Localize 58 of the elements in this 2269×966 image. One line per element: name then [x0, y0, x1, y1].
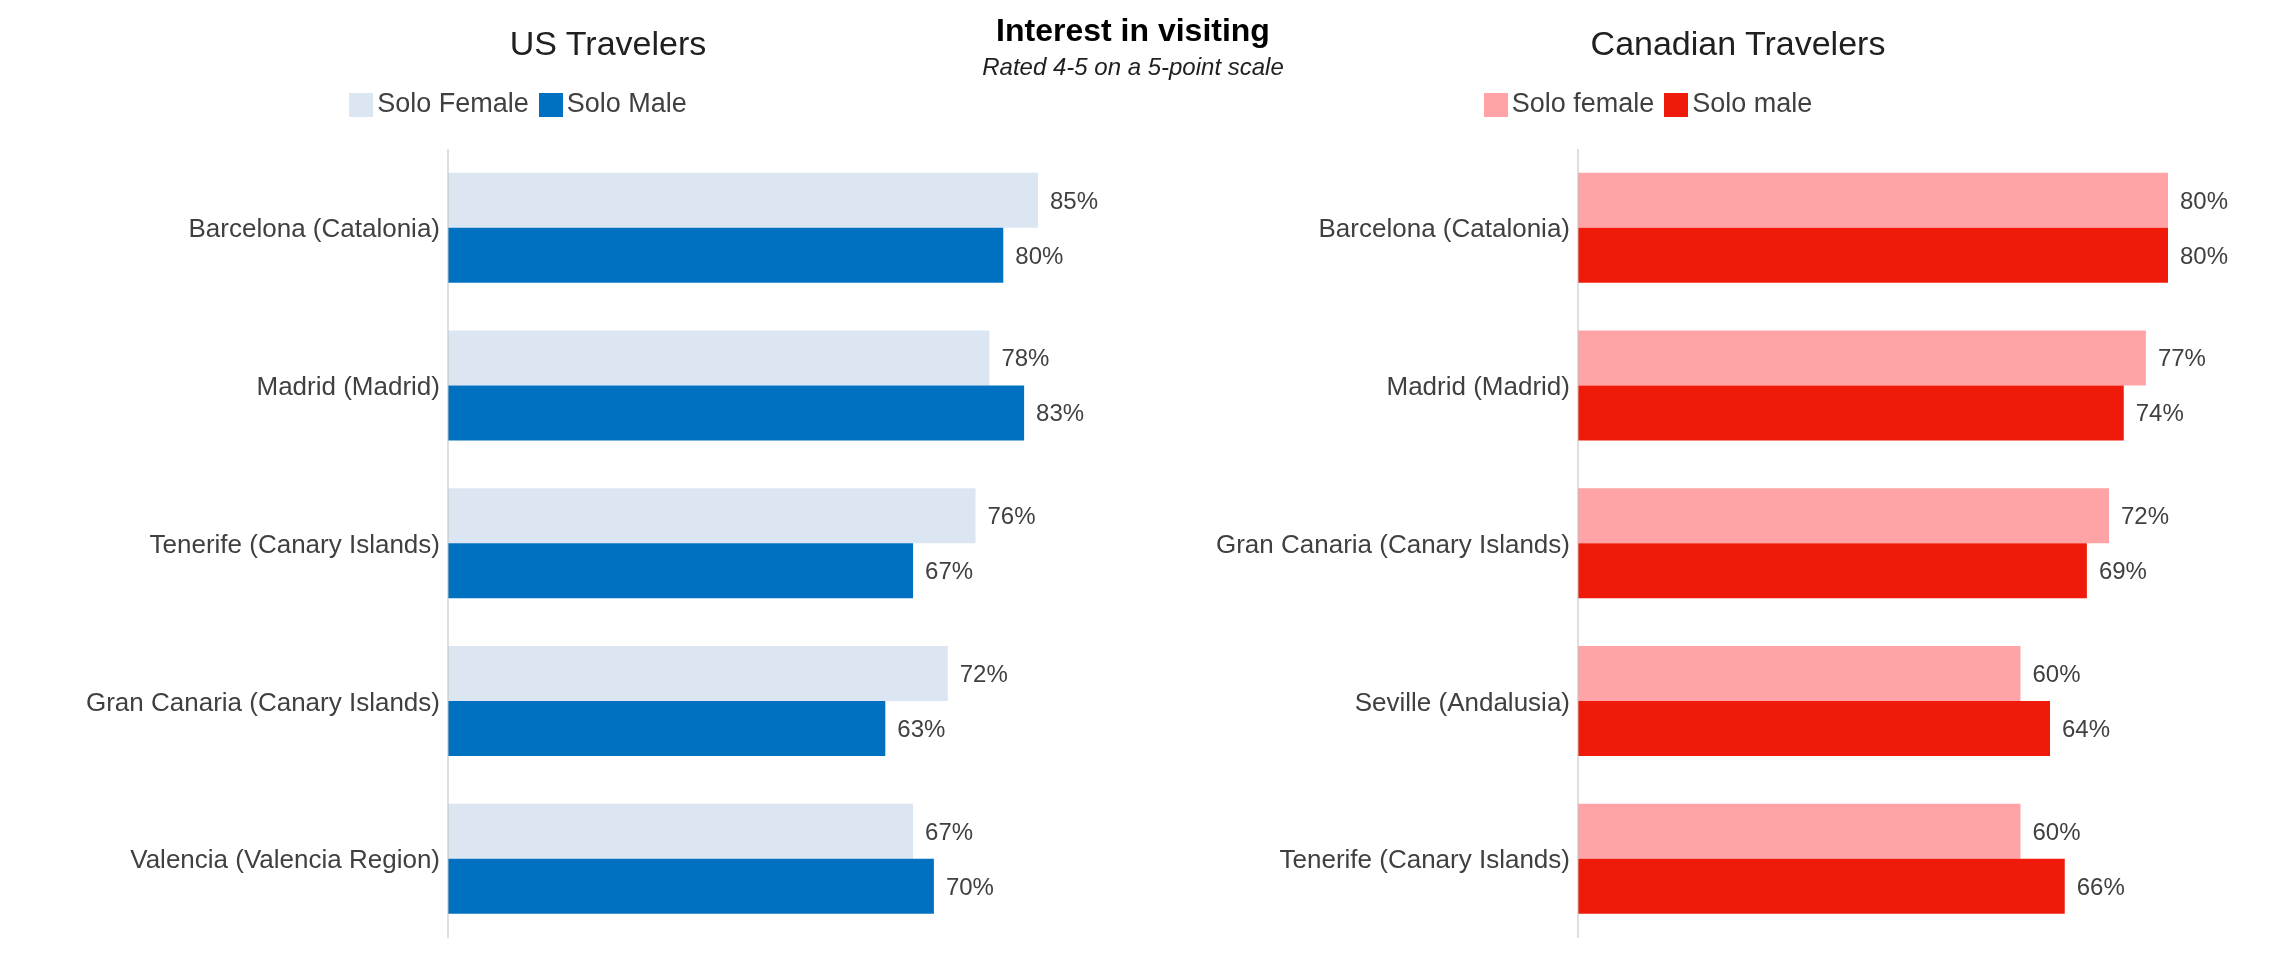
- bar: [1578, 172, 2168, 228]
- data-label: 72%: [2121, 502, 2170, 530]
- bar: [448, 227, 1004, 283]
- y-tick-label: Gran Canaria (Canary Islands): [85, 686, 440, 717]
- bar: [448, 701, 886, 757]
- bar: [448, 385, 1025, 441]
- legend-label: Solo female: [1511, 88, 1655, 118]
- bar: [448, 330, 990, 386]
- data-label: 83%: [1036, 399, 1085, 427]
- data-label: 76%: [987, 502, 1036, 530]
- bar: [1578, 701, 2050, 757]
- text: Interest in visiting: [996, 12, 1270, 48]
- data-label: 70%: [945, 872, 994, 900]
- data-label: 80%: [1015, 241, 1064, 269]
- data-label: 63%: [897, 715, 946, 743]
- bar: [1578, 330, 2146, 386]
- bar: [448, 646, 948, 702]
- y-tick-label: Tenerife (Canary Islands): [149, 528, 440, 559]
- bar: [1578, 858, 2065, 914]
- y-tick-label: Barcelona (Catalonia): [188, 213, 440, 244]
- y-tick-label: Valencia (Valencia Region): [130, 844, 440, 875]
- chart-title: Canadian Travelers: [1590, 24, 1886, 62]
- data-label: 64%: [2062, 715, 2111, 743]
- chart-title: US Travelers: [509, 24, 707, 62]
- y-tick-label: Barcelona (Catalonia): [1318, 213, 1570, 244]
- bar: [1578, 803, 2021, 859]
- y-tick-label: Seville (Andalusia): [1354, 686, 1570, 717]
- bar: [448, 858, 934, 914]
- data-label: 67%: [925, 557, 974, 585]
- bar: [448, 488, 976, 544]
- data-label: 74%: [2135, 399, 2184, 427]
- y-tick-label: Madrid (Madrid): [1386, 370, 1570, 401]
- data-label: 60%: [2032, 660, 2081, 688]
- data-label: 69%: [2098, 557, 2147, 585]
- data-label: 85%: [1050, 186, 1099, 214]
- legend-label: Solo Male: [566, 88, 687, 118]
- bar: [1578, 385, 2124, 441]
- bar: [448, 543, 914, 599]
- bar: [448, 803, 914, 859]
- y-tick-label: Tenerife (Canary Islands): [1279, 844, 1570, 875]
- legend-label: Solo Female: [377, 88, 529, 118]
- data-label: 67%: [925, 817, 974, 845]
- data-label: 72%: [959, 660, 1008, 688]
- data-label: 80%: [2180, 186, 2229, 214]
- bar: [1578, 543, 2087, 599]
- bar: [1578, 646, 2021, 702]
- legend-label: Solo male: [1692, 88, 1813, 118]
- data-label: 78%: [1001, 344, 1050, 372]
- data-label: 66%: [2076, 872, 2125, 900]
- y-tick-label: Madrid (Madrid): [256, 370, 440, 401]
- data-label: 60%: [2032, 817, 2081, 845]
- data-label: 80%: [2180, 241, 2229, 269]
- data-label: 77%: [2157, 344, 2206, 372]
- bar: [448, 172, 1038, 228]
- text: Rated 4-5 on a 5-point scale: [982, 53, 1284, 80]
- bar: [1578, 488, 2109, 544]
- y-tick-label: Gran Canaria (Canary Islands): [1215, 528, 1570, 559]
- bar: [1578, 227, 2168, 283]
